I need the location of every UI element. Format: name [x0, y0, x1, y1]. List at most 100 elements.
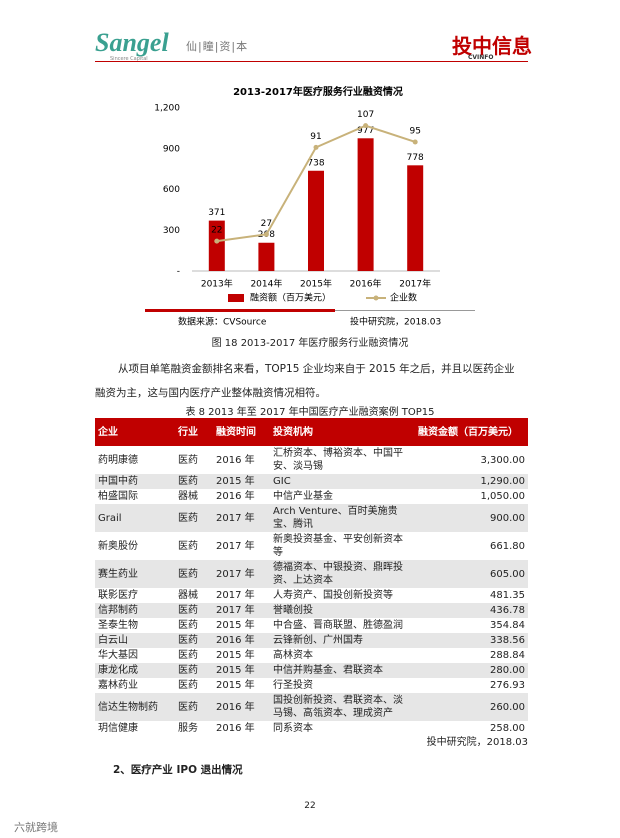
line-point	[263, 231, 269, 237]
table-cell: 481.35	[490, 590, 525, 601]
table-cell: 3,300.00	[480, 454, 525, 466]
table-caption: 表 8 2013 年至 2017 年中国医疗产业融资案例 TOP15	[185, 407, 435, 418]
table-cell: 新奥投资基金、平安创新资本等	[273, 534, 403, 558]
table-cell: 661.80	[490, 540, 525, 552]
table-cell: 医药	[175, 504, 213, 532]
table-cell: 医药	[178, 650, 198, 661]
header-cell: 融资金额（百万美元）	[415, 418, 528, 446]
table-cell: 中信产业基金	[273, 491, 333, 502]
table-row: 药明康德 医药 2016 年 汇桥资本、博裕资本、中国平安、淡马锡 3,300.00	[95, 446, 528, 474]
table-row: 赛生药业 医药 2017 年德福资本、中银投资、鼎晖投资、上达资本 605.00	[95, 560, 528, 588]
table-cell: 2016 年	[216, 454, 255, 466]
table-cell: 国投创新投资、君联资本、淡马锡、高瓴资本、理成资产	[270, 693, 415, 721]
table-cell: 医药	[175, 603, 213, 618]
table-cell: 354.84	[490, 620, 525, 631]
chart-source: 数据来源：CVSource	[178, 316, 267, 328]
chart: 2013-2017年医疗服务行业融资情况 数据来源：CVSource 投中研究院…	[145, 85, 475, 328]
table-row: 信达生物制药 医药 2016 年国投创新投资、君联资本、淡马锡、高瓴资本、理成资产 2…	[95, 693, 528, 721]
table-cell: 2015 年	[216, 650, 255, 661]
rule-red	[145, 309, 335, 312]
table-cell: 医药	[175, 663, 213, 678]
x-tick-label: 2013年	[201, 278, 233, 290]
table-row: 新奥股份 医药 2017 年 新奥投资基金、平安创新资本等 661.80	[95, 532, 528, 560]
point-label: 22	[211, 226, 222, 236]
legend-label: 企业数	[390, 292, 417, 304]
table-row: Grail 医药 2017 年 Arch Venture、百时美施贵宝、腾讯 900.0…	[95, 504, 528, 532]
table-cell: 2017 年	[213, 504, 270, 532]
bar-label: 778	[407, 153, 424, 163]
table-cell: 288.84	[490, 650, 525, 661]
bar	[258, 242, 275, 271]
bar	[357, 138, 374, 271]
data-table: 企业 行业 融资时间 投资机构 融资金额（百万美元） 药明康德 医药 2016 年汇桥资本、…	[95, 418, 528, 736]
watermark: 六就跨境	[14, 821, 58, 834]
table-cell: 2015 年	[216, 680, 255, 691]
table-cell: 276.93	[490, 680, 525, 691]
table-cell: 2015 年	[216, 620, 255, 631]
legend-swatch-dot	[373, 295, 379, 301]
y-tick-label: 900	[163, 144, 180, 154]
table-row: 嘉林药业 医药 2015 年 行圣投资 276.93	[95, 678, 528, 693]
table-cell: 2017 年	[213, 560, 270, 588]
table-cell: 新奥股份	[98, 540, 138, 552]
bar	[208, 220, 225, 271]
x-tick-label: 2015年	[300, 278, 332, 290]
table-cell: 2015 年	[213, 474, 270, 489]
y-tick-label: -	[177, 267, 180, 277]
bar-label: 977	[357, 126, 374, 136]
table-cell: 258.00	[490, 723, 525, 734]
bar	[407, 165, 424, 271]
table-cell: 嘉林药业	[98, 680, 138, 691]
table-cell: 圣泰生物	[98, 620, 138, 631]
table-row: 玥信健康 服务 2016 年 同系资本 258.00	[95, 721, 528, 736]
table-cell: 中合盛、晋商联盟、胜德盈润	[273, 620, 403, 631]
paragraph-line: 从项目单笔融资金额排名来看，TOP15 企业均来自于 2015 年之后，并且以医…	[118, 363, 515, 375]
x-tick-label: 2014年	[250, 278, 282, 290]
table-cell: Arch Venture、百时美施贵宝、腾讯	[270, 504, 415, 532]
table-source: 投中研究院，2018.03	[426, 737, 528, 748]
header-row: 企业 行业 融资时间 投资机构 融资金额（百万美元）	[95, 418, 528, 446]
table-cell: 2017 年	[213, 603, 270, 618]
table-cell: 2016 年	[213, 693, 270, 721]
table-cell: 医药	[178, 540, 198, 552]
header-cell: 融资时间	[213, 418, 270, 446]
table-cell: 汇桥资本、博裕资本、中国平安、淡马锡	[273, 448, 403, 472]
x-tick-label: 2017年	[399, 278, 431, 290]
table-cell: Grail	[95, 504, 175, 532]
right-logo-sub: CVINFO	[468, 54, 494, 61]
table-row: 柏盛国际 器械 2016 年 中信产业基金 1,050.00	[95, 489, 528, 504]
chart-credit: 投中研究院，2018.03	[350, 316, 441, 328]
chart-title: 2013-2017年医疗服务行业融资情况	[233, 85, 403, 98]
y-tick-label: 1,200	[154, 104, 180, 114]
page-number: 22	[304, 801, 316, 811]
table-cell: 医药	[178, 454, 198, 466]
table-cell: 2016 年	[216, 723, 255, 734]
table-cell: 医药	[175, 560, 213, 588]
table-cell: 康龙化成	[95, 663, 175, 678]
table-cell: 人寿资产、国投创新投资等	[273, 590, 393, 601]
table-cell: 器械	[178, 590, 198, 601]
table-row: 康龙化成 医药 2015 年中信并购基金、君联资本 280.00	[95, 663, 528, 678]
legend-swatch	[228, 294, 244, 302]
y-tick-label: 300	[163, 226, 180, 236]
table-row: 白云山 医药 2016 年云锋新创、广州国寿 338.56	[95, 633, 528, 648]
right-logo: 投中信息	[452, 34, 532, 58]
table-cell: 赛生药业	[95, 560, 175, 588]
table-row: 华大基因 医药 2015 年 高林资本 288.84	[95, 648, 528, 663]
table-cell: 白云山	[95, 633, 175, 648]
table-cell: 药明康德	[98, 454, 138, 466]
table-cell: 玥信健康	[98, 723, 138, 734]
table-cell: 云锋新创、广州国寿	[270, 633, 415, 648]
table-cell: 436.78	[415, 603, 528, 618]
table-cell: 同系资本	[273, 723, 313, 734]
table-row: 中国中药 医药 2015 年 GIC 1,290.00	[95, 474, 528, 489]
table-cell: 德福资本、中银投资、鼎晖投资、上达资本	[270, 560, 415, 588]
brand-cn: 仙|瞳|资|本	[186, 40, 249, 53]
table-row: 联影医疗 器械 2017 年 人寿资产、国投创新投资等 481.35	[95, 588, 528, 603]
point-label: 27	[261, 219, 272, 229]
x-tick-label: 2016年	[350, 278, 382, 290]
table-cell: 服务	[178, 723, 198, 734]
table-cell: 中国中药	[95, 474, 175, 489]
table-cell: 260.00	[415, 693, 528, 721]
